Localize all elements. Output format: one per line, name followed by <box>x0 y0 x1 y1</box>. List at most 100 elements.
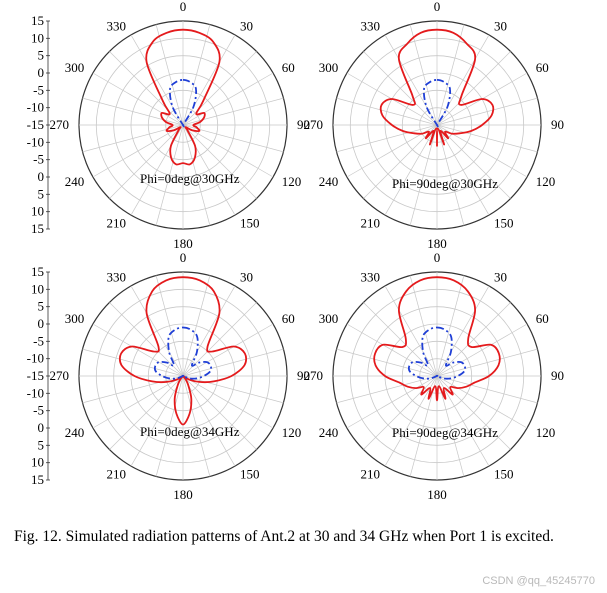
grid-spoke <box>436 124 465 226</box>
radial-tick-label: 15 <box>31 472 44 487</box>
grid-spoke <box>363 51 438 126</box>
angle-tick-label: 330 <box>361 18 381 33</box>
copol-pattern-curve <box>379 28 495 147</box>
grid-spoke <box>182 124 211 226</box>
angle-tick-label: 0 <box>180 0 187 14</box>
grid-spoke <box>182 24 211 126</box>
grid-spoke <box>109 375 184 450</box>
panel-annotation: Phi=0deg@34GHz <box>140 424 240 439</box>
grid-spoke <box>436 24 465 126</box>
copol-pattern-curve <box>373 276 501 402</box>
grid-spoke <box>409 124 438 226</box>
grid-spoke <box>363 124 438 199</box>
grid-spoke <box>182 72 274 126</box>
grid-spoke <box>182 51 257 126</box>
angle-tick-label: 330 <box>361 269 381 284</box>
grid-spoke <box>82 348 184 377</box>
radial-tick-label: -15 <box>27 368 44 383</box>
grid-spoke <box>436 51 511 126</box>
copol-pattern-curve <box>145 28 221 166</box>
angle-tick-label: 150 <box>240 467 260 482</box>
angle-tick-label: 150 <box>494 467 514 482</box>
angle-tick-label: 270 <box>304 368 324 383</box>
radial-tick-label: -5 <box>33 403 44 418</box>
grid-spoke <box>182 375 257 450</box>
grid-spoke <box>155 275 184 377</box>
radial-tick-label: 0 <box>38 65 45 80</box>
grid-spoke <box>182 323 274 377</box>
radial-tick-label: -15 <box>27 117 44 132</box>
xpol-pattern-curve <box>407 326 467 380</box>
radial-tick-label: 0 <box>38 420 45 435</box>
angle-tick-label: 60 <box>536 60 549 75</box>
grid-spoke <box>182 375 284 404</box>
radial-tick-label: 0 <box>38 169 45 184</box>
radial-tick-label: 10 <box>31 455 44 470</box>
angle-tick-label: 240 <box>319 425 339 440</box>
radial-tick-label: -10 <box>27 385 44 400</box>
radiation-pattern-figure: 0306090120150180210240270300330151050-5-… <box>27 0 565 502</box>
radial-tick-label: -10 <box>27 351 44 366</box>
radial-tick-label: 15 <box>31 13 44 28</box>
panel-annotation: Phi=90deg@30GHz <box>392 176 498 191</box>
panel-annotation: Phi=0deg@30GHz <box>140 171 240 186</box>
grid-spoke <box>384 285 438 377</box>
angle-tick-label: 240 <box>65 425 85 440</box>
grid-spoke <box>82 375 184 404</box>
angle-tick-label: 180 <box>173 236 193 251</box>
angle-tick-label: 90 <box>297 117 310 132</box>
angle-tick-label: 180 <box>173 487 193 502</box>
angle-tick-label: 210 <box>361 216 381 231</box>
angle-tick-label: 90 <box>297 368 310 383</box>
radial-tick-label: 5 <box>38 299 45 314</box>
radial-tick-label: 15 <box>31 221 44 236</box>
radial-tick-label: -10 <box>27 134 44 149</box>
radial-tick-label: 5 <box>38 437 45 452</box>
grid-spoke <box>336 97 438 126</box>
angle-tick-label: 120 <box>536 425 556 440</box>
grid-spoke <box>155 24 184 126</box>
angle-tick-label: 30 <box>240 269 253 284</box>
angle-tick-label: 300 <box>319 60 339 75</box>
polar-panel-4: 0 30 60 90 120 150 180 210 240 270 300 330 Phi=90deg… <box>304 250 565 502</box>
polar-panel-1: 0306090120150180210240270300330151050-5-… <box>27 0 310 251</box>
grid-spoke <box>82 97 184 126</box>
radial-tick-label: -5 <box>33 152 44 167</box>
angle-tick-label: 30 <box>494 18 507 33</box>
angle-tick-label: 330 <box>107 269 127 284</box>
radial-tick-label: 5 <box>38 48 45 63</box>
grid-spoke <box>336 375 438 404</box>
angle-tick-label: 150 <box>494 216 514 231</box>
grid-spoke <box>436 375 528 429</box>
angle-tick-label: 270 <box>304 117 324 132</box>
angle-tick-label: 300 <box>65 60 85 75</box>
angle-tick-label: 180 <box>427 487 447 502</box>
grid-spoke <box>182 285 236 377</box>
copol-pattern-curve <box>118 276 248 426</box>
radial-tick-label: 10 <box>31 30 44 45</box>
panel-annotation: Phi=90deg@34GHz <box>392 425 498 440</box>
angle-tick-label: 0 <box>434 0 441 14</box>
angle-tick-label: 210 <box>361 467 381 482</box>
grid-spoke <box>182 375 274 429</box>
angle-tick-label: 300 <box>65 311 85 326</box>
angle-tick-label: 210 <box>107 467 127 482</box>
angle-tick-label: 30 <box>240 18 253 33</box>
grid-spoke <box>182 375 211 477</box>
watermark: CSDN @qq_45245770 <box>482 575 595 587</box>
grid-spoke <box>155 375 184 477</box>
angle-tick-label: 90 <box>551 368 564 383</box>
angle-tick-label: 330 <box>107 18 127 33</box>
radial-tick-label: -5 <box>33 82 44 97</box>
polar-panel-3: 0306090120150180210240270300330151050-5-… <box>27 250 310 502</box>
grid-spoke <box>436 348 538 377</box>
radial-tick-label: -10 <box>27 100 44 115</box>
grid-spoke <box>109 302 184 377</box>
grid-spoke <box>182 34 236 126</box>
grid-spoke <box>409 275 438 377</box>
grid-spoke <box>436 285 490 377</box>
grid-spoke <box>182 97 284 126</box>
grid-spoke <box>182 375 236 467</box>
xpol-pattern-curve <box>153 326 213 380</box>
radial-tick-label: 10 <box>31 204 44 219</box>
